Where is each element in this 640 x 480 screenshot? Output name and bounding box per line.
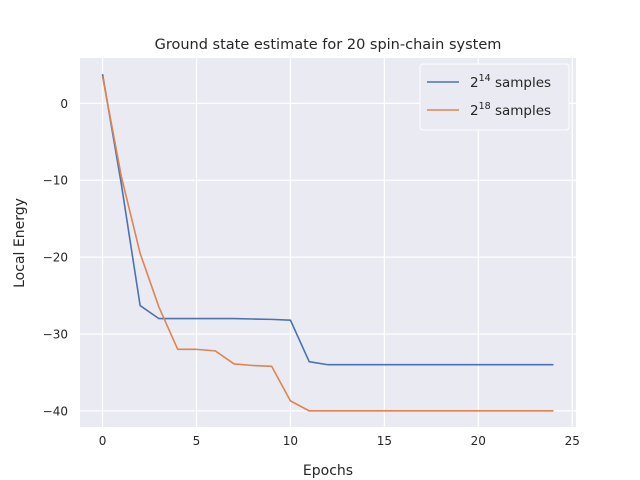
y-axis-ticks: 0 −10 −20 −30 −40 [43, 97, 68, 419]
x-tick-label: 10 [283, 434, 298, 448]
x-tick-label: 25 [565, 434, 580, 448]
series-layer [101, 74, 554, 412]
legend-exponent: 14 [479, 73, 491, 84]
series-line-14 [101, 74, 554, 366]
chart-title: Ground state estimate for 20 spin-chain … [155, 37, 502, 53]
legend-entry: 218 samples [470, 101, 551, 119]
legend-suffix: samples [491, 75, 551, 91]
y-tick-label: −20 [43, 251, 68, 265]
x-tick-label: 15 [377, 434, 392, 448]
legend-suffix: samples [491, 103, 551, 119]
legend-base: 2 [470, 103, 479, 119]
y-tick-label: 0 [60, 97, 68, 111]
series-line-18 [101, 76, 554, 412]
y-tick-label: −40 [43, 404, 68, 418]
x-tick-label: 20 [471, 434, 486, 448]
legend-box [419, 63, 570, 131]
y-tick-label: −10 [43, 174, 68, 188]
y-axis-label: Local Energy [12, 198, 28, 288]
x-axis-label: Epochs [303, 463, 353, 479]
x-tick-label: 5 [193, 434, 201, 448]
legend-entry: 214 samples [470, 73, 551, 91]
y-tick-label: −30 [43, 327, 68, 341]
legend-base: 2 [470, 75, 479, 91]
x-axis-ticks: 0 5 10 15 20 25 [99, 434, 580, 448]
legend-exponent: 18 [479, 101, 491, 112]
x-tick-label: 0 [99, 434, 107, 448]
